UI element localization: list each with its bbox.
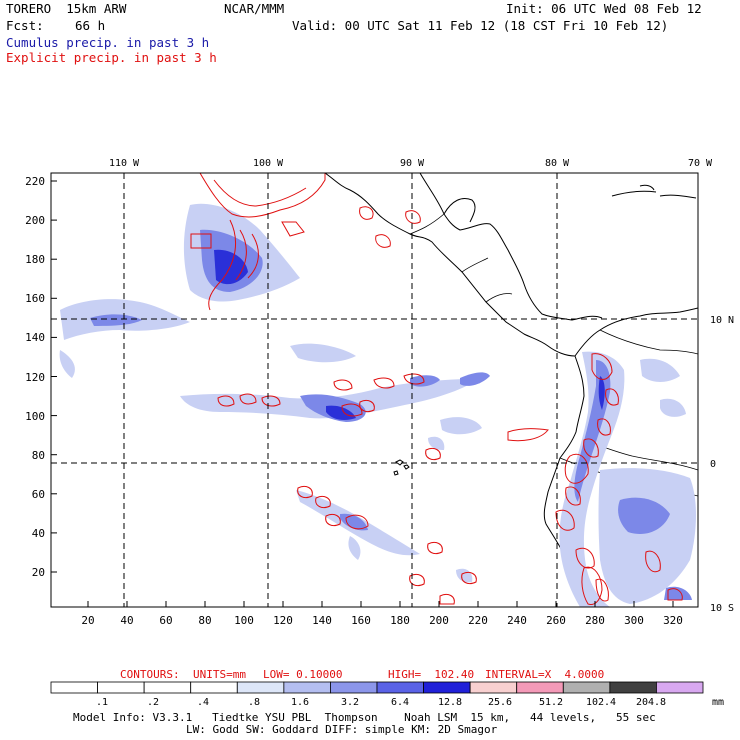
grid-x-320: 320 (663, 614, 683, 627)
explicit-field-title: Explicit precip. in past 3 h (6, 50, 217, 65)
colorbar-swatch (469, 681, 518, 694)
colorbar-swatch (330, 681, 378, 694)
axis-ticks (51, 180, 674, 607)
colorbar-label: 1.6 (291, 697, 309, 708)
grid-x-labels: 20 40 60 80 100 120 140 160 180 200 220 … (81, 614, 683, 627)
contours-low: LOW= 0.10000 (263, 668, 343, 681)
map-frame (50, 172, 699, 608)
init-time: Init: 06 UTC Wed 08 Feb 12 (506, 1, 702, 16)
colorbar-swatch (423, 681, 471, 694)
colorbar-label: 3.2 (341, 697, 359, 708)
colorbar-swatch (283, 681, 331, 694)
model-info-line1: Model Info: V3.3.1 Tiedtke YSU PBL Thomp… (73, 711, 656, 724)
colorbar-swatch (656, 681, 704, 694)
grid-y-80: 80 (32, 449, 45, 462)
lon-label-80w: 80 W (545, 158, 570, 169)
model-name: TORERO 15km ARW (6, 1, 127, 16)
grid-y-100: 100 (25, 410, 45, 423)
colorbar-label: 6.4 (391, 697, 409, 708)
grid-y-220: 220 (25, 175, 45, 188)
lon-label-70w: 70 W (688, 158, 713, 169)
colorbar-swatch (376, 681, 424, 694)
grid-y-60: 60 (32, 488, 45, 501)
grid-x-180: 180 (390, 614, 410, 627)
contours-label: CONTOURS: (120, 668, 180, 681)
map-layers (51, 173, 698, 607)
colorbar-swatch (143, 681, 192, 694)
grid-x-200: 200 (429, 614, 449, 627)
colorbar (50, 681, 704, 694)
grid-x-240: 240 (507, 614, 527, 627)
colorbar-label: .8 (248, 697, 260, 708)
grid-x-100: 100 (234, 614, 254, 627)
grid-y-labels: 220 200 180 160 140 120 100 80 60 40 20 (25, 175, 45, 579)
colorbar-label: .1 (96, 697, 108, 708)
grid-x-260: 260 (546, 614, 566, 627)
grid-x-60: 60 (159, 614, 172, 627)
colorbar-label: 12.8 (438, 697, 462, 708)
grid-x-160: 160 (351, 614, 371, 627)
grid-x-220: 220 (468, 614, 488, 627)
valid-time: Valid: 00 UTC Sat 11 Feb 12 (18 CST Fri … (292, 18, 669, 33)
forecast-label: Fcst: (6, 18, 44, 33)
colorbar-label: 51.2 (539, 697, 563, 708)
grid-x-80: 80 (198, 614, 211, 627)
lat-label-10s: 10 S (710, 603, 734, 614)
lat-label-10n: 10 N (710, 315, 734, 326)
institution: NCAR/MMM (224, 1, 285, 16)
explicit-precip-contours (190, 173, 683, 605)
colorbar-swatch (516, 681, 564, 694)
lon-label-90w: 90 W (400, 158, 425, 169)
grid-y-40: 40 (32, 527, 45, 540)
forecast-hours: 66 h (75, 18, 106, 33)
grid-x-120: 120 (273, 614, 293, 627)
grid-y-180: 180 (25, 253, 45, 266)
lon-label-100w: 100 W (253, 158, 284, 169)
contours-high: HIGH= 102.40 (388, 668, 475, 681)
grid-y-140: 140 (25, 331, 45, 344)
graticule (51, 173, 698, 607)
grid-x-40: 40 (120, 614, 133, 627)
colorbar-labels: .1 .2 .4 .8 1.6 3.2 6.4 12.8 25.6 51.2 1… (96, 697, 724, 708)
colorbar-swatch (562, 681, 611, 694)
contours-units: UNITS=mm (193, 668, 246, 681)
grid-y-160: 160 (25, 292, 45, 305)
cumulus-precip-shading (59, 203, 696, 607)
grid-x-300: 300 (624, 614, 644, 627)
grid-y-200: 200 (25, 214, 45, 227)
colorbar-unit: mm (712, 697, 724, 708)
colorbar-label: 204.8 (636, 697, 666, 708)
colorbar-swatch (97, 681, 145, 694)
colorbar-swatch (236, 681, 285, 694)
grid-y-20: 20 (32, 566, 45, 579)
lon-label-110w: 110 W (109, 158, 140, 169)
cumulus-field-title: Cumulus precip. in past 3 h (6, 35, 210, 50)
grid-x-140: 140 (312, 614, 332, 627)
longitude-labels: 110 W 100 W 90 W 80 W 70 W (109, 158, 713, 169)
lat-label-0: 0 (710, 459, 716, 470)
grid-x-280: 280 (585, 614, 605, 627)
colorbar-label: 25.6 (488, 697, 512, 708)
model-info-line2: LW: Godd SW: Goddard DIFF: simple KM: 2D… (186, 723, 498, 736)
grid-x-20: 20 (81, 614, 94, 627)
latitude-labels: 10 N 0 10 S (710, 315, 734, 614)
colorbar-swatch (50, 681, 98, 694)
contours-interval: INTERVAL=X 4.0000 (485, 668, 605, 681)
colorbar-label: 102.4 (586, 697, 616, 708)
colorbar-label: .2 (147, 697, 159, 708)
colorbar-swatch (609, 681, 657, 694)
colorbar-label: .4 (197, 697, 209, 708)
grid-y-120: 120 (25, 371, 45, 384)
colorbar-swatch (190, 681, 238, 694)
